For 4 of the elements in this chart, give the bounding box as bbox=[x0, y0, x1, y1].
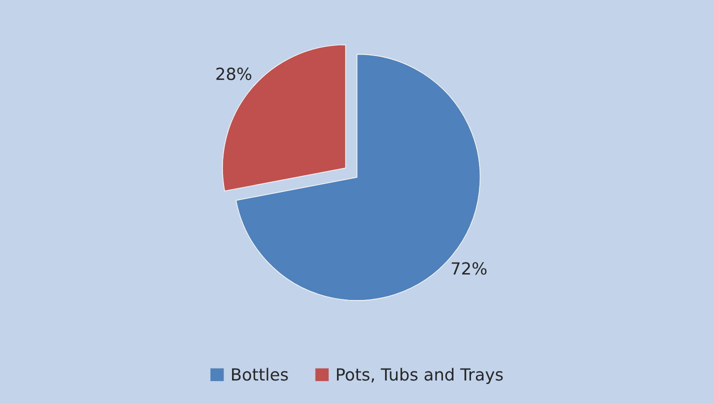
data-label: 28% bbox=[216, 68, 252, 80]
data-label: 72% bbox=[452, 262, 487, 275]
legend-label: Pots, Tubs and Trays bbox=[336, 368, 503, 384]
legend-label: Bottles bbox=[232, 368, 288, 381]
